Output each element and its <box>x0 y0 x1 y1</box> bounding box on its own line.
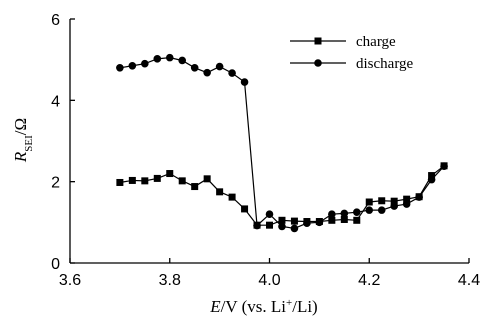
charge-point <box>266 221 273 229</box>
charge-point <box>290 217 298 225</box>
charge-point <box>428 172 436 180</box>
discharge-point <box>427 175 436 184</box>
charge-point <box>328 216 336 224</box>
discharge-point <box>116 64 124 72</box>
charge-point <box>241 205 249 213</box>
x-axis-label-sup: + <box>286 297 292 309</box>
y-ticks: 0 2 4 6 <box>51 12 75 273</box>
discharge-point <box>165 53 174 62</box>
y-axis-label-unit: /Ω <box>11 118 30 135</box>
series-layer <box>116 53 448 233</box>
x-axis-label: E/V (vs. Li+/Li) <box>209 297 317 316</box>
discharge-point <box>265 210 274 218</box>
x-tick-label: 3.6 <box>59 272 81 289</box>
charge-point <box>390 197 398 205</box>
charge-point <box>141 177 149 185</box>
discharge-point <box>240 78 249 86</box>
legend: charge discharge <box>290 34 414 72</box>
y-axis-label-sub: SEI <box>23 135 35 152</box>
charge-point <box>365 198 373 206</box>
charge-point <box>153 174 161 182</box>
discharge-point <box>128 61 137 70</box>
charge-point <box>353 216 361 224</box>
discharge-point <box>352 208 361 216</box>
charge-point <box>166 170 174 178</box>
y-tick-label: 6 <box>51 12 60 29</box>
discharge-point <box>303 219 311 227</box>
charge-point <box>378 197 386 205</box>
discharge-point <box>390 202 398 210</box>
x-axis-label-unit: /V (vs. Li <box>221 297 287 316</box>
discharge-point <box>328 210 336 218</box>
series-charge <box>116 162 448 229</box>
discharge-point <box>178 56 187 65</box>
charge-point <box>278 216 286 224</box>
charge-point <box>191 183 199 191</box>
charge-point <box>178 177 186 185</box>
legend-item-charge: charge <box>290 34 396 50</box>
discharge-point <box>440 162 448 171</box>
charge-point <box>403 195 411 203</box>
x-tick-label: 3.8 <box>159 272 181 289</box>
discharge-point <box>228 69 236 77</box>
x-tick-label: 4.2 <box>358 272 380 289</box>
charge-point <box>216 188 224 196</box>
discharge-point <box>253 221 261 230</box>
discharge-point <box>290 224 299 233</box>
y-axis-label: RSEI/Ω <box>11 118 35 163</box>
charge-point <box>128 176 136 184</box>
discharge-point <box>141 59 149 68</box>
discharge-point <box>415 193 423 201</box>
y-tick-label: 0 <box>51 256 60 273</box>
discharge-point <box>377 206 386 214</box>
x-axis-label-tail: /Li) <box>292 297 318 316</box>
legend-label: charge <box>356 34 396 50</box>
discharge-point <box>215 62 224 71</box>
discharge-point <box>203 68 211 77</box>
legend-item-discharge: discharge <box>290 56 414 72</box>
y-tick-label: 2 <box>51 175 60 192</box>
y-axis-label-var: R <box>11 151 30 163</box>
legend-label: discharge <box>356 56 414 72</box>
x-ticks: 3.6 3.8 4.0 4.2 4.4 <box>59 258 480 289</box>
charge-point <box>203 175 211 183</box>
discharge-point <box>315 218 324 227</box>
y-tick-label: 4 <box>51 93 60 110</box>
discharge-point <box>340 209 349 218</box>
x-tick-label: 4.4 <box>458 272 480 289</box>
discharge-point <box>365 206 374 214</box>
charge-point <box>340 215 348 223</box>
legend-marker <box>314 37 322 45</box>
discharge-point <box>278 222 286 231</box>
x-tick-label: 4.0 <box>258 272 280 289</box>
discharge-point <box>402 200 411 208</box>
legend-marker <box>314 59 322 67</box>
x-axis-label-var: E <box>209 297 221 316</box>
charge-point <box>116 178 124 186</box>
discharge-point <box>190 64 199 72</box>
series-discharge <box>116 53 448 233</box>
discharge-point <box>153 55 162 63</box>
charge-point <box>228 193 236 201</box>
